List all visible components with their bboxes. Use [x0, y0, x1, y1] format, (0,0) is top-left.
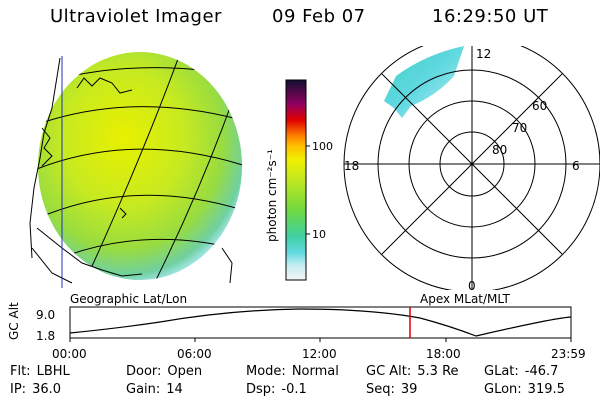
orbit-x-tick-1800: 18:00 [426, 347, 461, 361]
mlt-label-18: 18 [344, 159, 359, 173]
status-gain-value: 14 [166, 382, 183, 397]
imager-title: Ultraviolet Imager [50, 6, 222, 27]
status-filter-label: Flt: [10, 364, 31, 379]
status-ip: IP: 36.0 [10, 382, 61, 397]
status-glat: GLat: -46.7 [484, 364, 558, 379]
earth-image-panel [29, 52, 242, 288]
status-dsp: Dsp: -0.1 [246, 382, 307, 397]
status-filter-value: LBHL [36, 364, 70, 379]
status-ip-value: 36.0 [32, 382, 62, 397]
polar-mlt-plot: 12 18 6 0 60 70 80 [343, 46, 600, 290]
status-mode-label: Mode: [246, 364, 286, 379]
intensity-colorbar: 100 10 photon cm⁻²s⁻¹ [265, 79, 333, 281]
altitude-curve [69, 308, 572, 337]
status-seq-value: 39 [400, 382, 418, 397]
orbit-y-tick-top: 9.0 [36, 308, 55, 322]
status-ip-label: IP: [10, 382, 27, 397]
orbit-x-tick-2359: 23:59 [551, 347, 586, 361]
status-door-label: Door: [126, 364, 162, 379]
mlt-label-6: 6 [572, 159, 580, 173]
status-mode: Mode: Normal [246, 364, 339, 379]
apex-projection-label: Apex MLat/MLT [420, 292, 510, 306]
orbit-x-tick-0000: 00:00 [52, 347, 87, 361]
lat-label-60: 60 [532, 99, 547, 113]
status-glat-value: -46.7 [524, 364, 559, 379]
status-gc-alt-label: GC Alt: [366, 364, 412, 379]
orbit-y-tick-bottom: 1.8 [36, 329, 55, 343]
orbit-y-label: GC Alt [7, 302, 21, 340]
status-door-value: Open [167, 364, 203, 379]
orbit-x-tick-1200: 12:00 [302, 347, 337, 361]
status-mode-value: Normal [291, 364, 339, 379]
aurora-region [384, 46, 464, 118]
status-dsp-label: Dsp: [246, 382, 276, 397]
status-gc-alt: GC Alt: 5.3 Re [366, 364, 459, 379]
status-gain: Gain: 14 [126, 382, 183, 397]
status-dsp-value: -0.1 [281, 382, 307, 397]
mlt-label-0: 0 [468, 279, 476, 290]
geographic-projection-label: Geographic Lat/Lon [70, 292, 188, 306]
status-seq-label: Seq: [366, 382, 395, 397]
lat-label-80: 80 [492, 143, 507, 157]
status-glon-label: GLon: [484, 382, 522, 397]
lat-label-70: 70 [512, 121, 527, 135]
observation-date: 09 Feb 07 [272, 6, 366, 27]
status-filter: Flt: LBHL [10, 364, 70, 379]
colorbar-tick-100: 100 [312, 140, 333, 153]
status-door: Door: Open [126, 364, 202, 379]
observation-time: 16:29:50 UT [432, 6, 549, 27]
status-glon-value: 319.5 [527, 382, 565, 397]
status-glat-label: GLat: [484, 364, 519, 379]
status-gain-label: Gain: [126, 382, 161, 397]
status-seq: Seq: 39 [366, 382, 417, 397]
mlt-label-12: 12 [476, 47, 491, 61]
colorbar-label: photon cm⁻²s⁻¹ [265, 149, 279, 242]
orbit-altitude-plot: GC Alt 9.0 1.8 00:00 06:00 12:00 18:00 2… [7, 302, 586, 361]
uv-emission-disk [38, 52, 242, 280]
status-glon: GLon: 319.5 [484, 382, 565, 397]
orbit-x-tick-0600: 06:00 [177, 347, 212, 361]
colorbar-tick-10: 10 [312, 228, 326, 241]
status-gc-alt-value: 5.3 Re [417, 364, 459, 379]
